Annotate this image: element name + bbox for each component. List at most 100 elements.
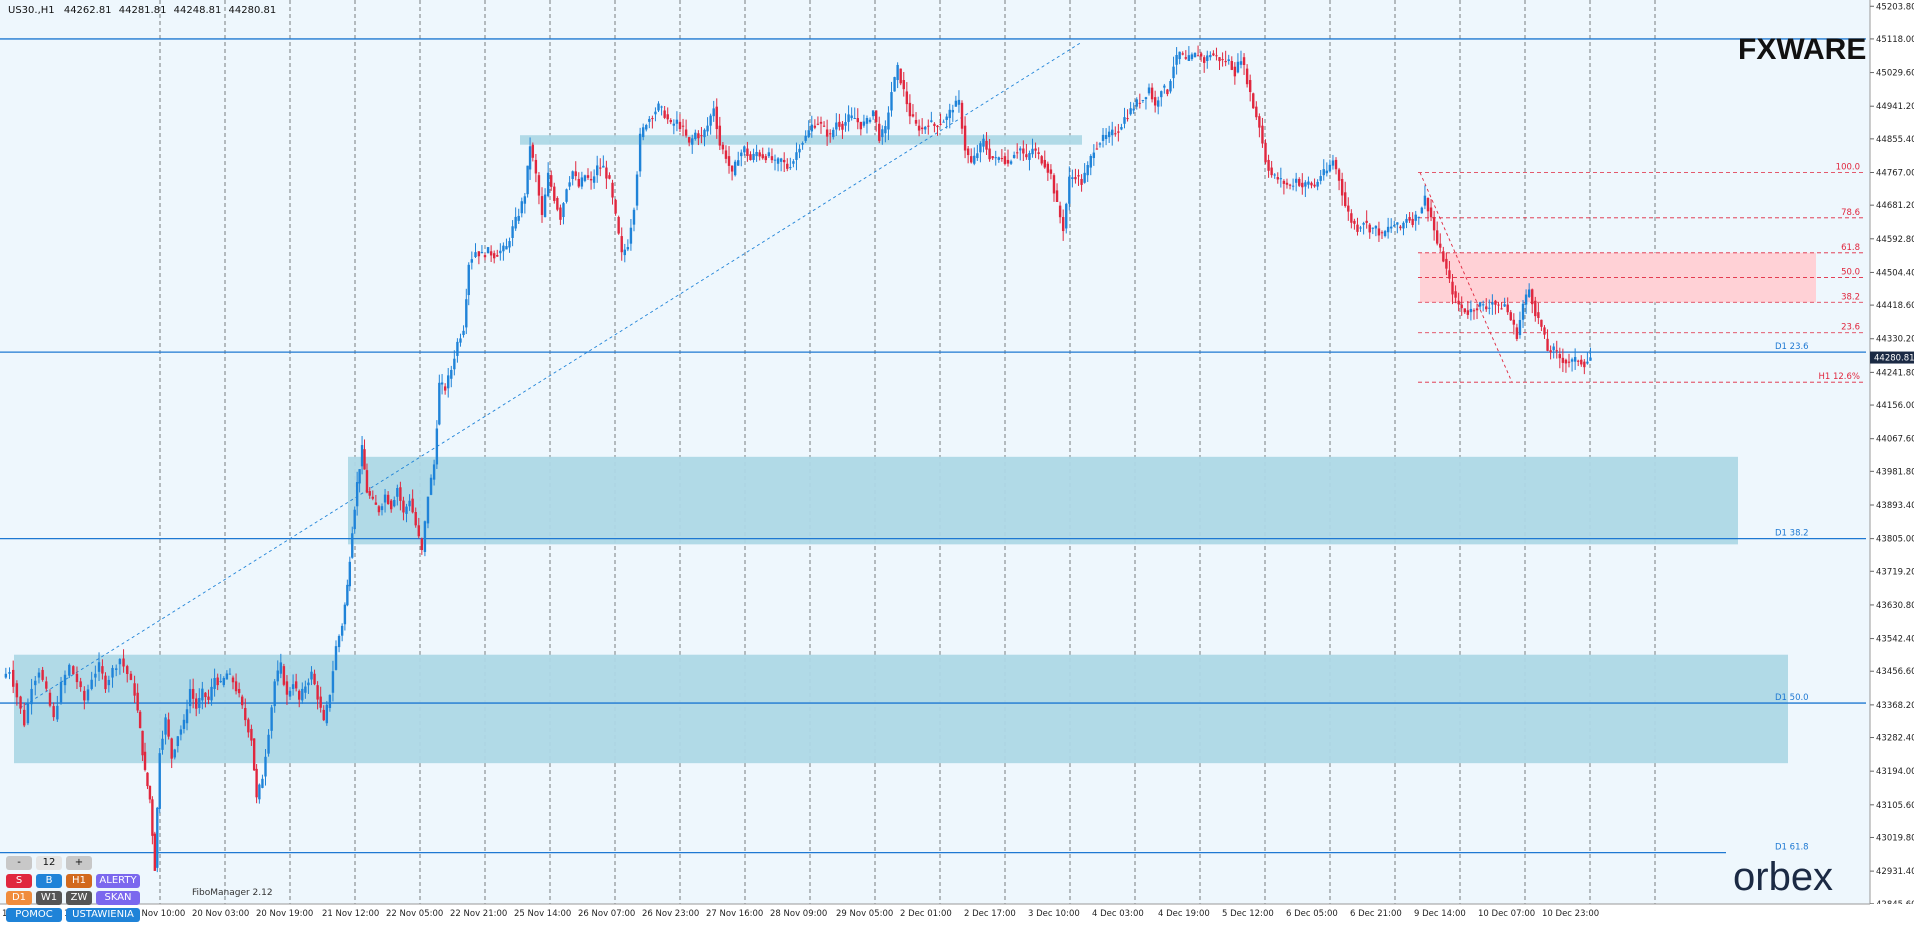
candle-body — [1390, 226, 1393, 229]
candle-body — [59, 681, 63, 703]
candle-body — [681, 125, 685, 127]
candle-body — [129, 673, 133, 680]
candle-body — [477, 251, 481, 257]
candle-body — [1242, 57, 1246, 66]
candle-body — [942, 121, 945, 123]
candle-body — [783, 159, 786, 163]
candle-body — [1586, 361, 1589, 364]
grid-layer — [159, 0, 1656, 904]
candle-body — [104, 675, 107, 690]
candle-body — [1291, 185, 1295, 187]
candle-body — [282, 666, 286, 685]
zw-button[interactable]: ZW — [66, 891, 92, 905]
candle-body — [844, 122, 847, 126]
y-tick-label: 44418.60 — [1876, 301, 1914, 311]
candle-body — [348, 561, 352, 587]
candle-body — [273, 681, 276, 707]
candle-body — [1279, 178, 1283, 180]
candle-body — [247, 719, 250, 733]
y-tick-label: 44241.80 — [1876, 368, 1914, 378]
fibomanager-label: FiboManager 2.12 — [192, 888, 273, 898]
candle-body — [626, 247, 630, 250]
candle-body — [1006, 159, 1010, 164]
decrease-button[interactable]: - — [6, 856, 32, 870]
candle-body — [443, 386, 447, 391]
h1-button[interactable]: H1 — [66, 874, 92, 888]
candle-body — [48, 692, 52, 706]
candle-body — [1411, 218, 1414, 225]
candle-body — [1267, 159, 1270, 171]
candle-body — [1340, 178, 1344, 196]
candle-body — [1365, 220, 1368, 223]
candle-body — [380, 506, 384, 511]
candle-body — [543, 194, 547, 218]
candle-body — [1380, 232, 1384, 234]
candle-body — [470, 259, 474, 263]
candle-body — [1282, 180, 1286, 184]
candle-body — [151, 799, 154, 836]
period-value[interactable]: 12 — [36, 856, 62, 870]
y-tick-label: 43019.80 — [1876, 833, 1914, 843]
y-tick-label: 45029.60 — [1876, 69, 1914, 79]
candle-body — [334, 646, 338, 670]
candle-body — [340, 625, 344, 636]
candle-body — [911, 114, 915, 117]
scan-button[interactable]: SKAN — [96, 891, 140, 905]
candle-body — [565, 189, 568, 202]
candle-body — [592, 176, 596, 183]
candle-body — [480, 252, 484, 254]
x-tick-label: 27 Nov 16:00 — [706, 909, 763, 919]
candle-body — [1521, 303, 1525, 320]
candle-body — [767, 152, 771, 157]
increase-button[interactable]: + — [66, 856, 92, 870]
candle-body — [828, 133, 832, 135]
help-button[interactable]: POMOC — [6, 908, 62, 922]
candle-body — [523, 196, 527, 204]
candle-body — [483, 255, 487, 258]
candle-body — [1163, 85, 1166, 88]
candle-body — [307, 682, 310, 686]
candle-body — [684, 129, 688, 136]
candle-body — [1273, 174, 1276, 176]
x-tick-label: 19 Nov 10:00 — [128, 909, 185, 919]
alerts-button[interactable]: ALERTY — [96, 874, 140, 888]
candle-body — [994, 157, 997, 159]
candle-body — [1129, 108, 1132, 115]
candle-body — [474, 252, 477, 257]
x-tick-label: 10 Dec 07:00 — [1478, 909, 1535, 919]
candle-body — [241, 696, 244, 706]
candle-body — [1175, 55, 1178, 65]
settings-button[interactable]: USTAWIENIA — [66, 908, 140, 922]
candle-body — [1577, 360, 1580, 362]
d1-button[interactable]: D1 — [6, 891, 32, 905]
candle-body — [492, 253, 496, 259]
sell-button[interactable]: S — [6, 874, 32, 888]
candle-body — [1184, 57, 1188, 59]
candle-body — [856, 118, 859, 123]
candle-body — [580, 177, 584, 187]
buy-button[interactable]: B — [36, 874, 62, 888]
candle-body — [319, 696, 322, 708]
candle-body — [715, 106, 718, 130]
y-tick-label: 44330.20 — [1876, 335, 1914, 345]
candle-body — [374, 502, 378, 505]
candle-body — [298, 690, 301, 700]
candle-body — [1288, 184, 1292, 186]
candle-body — [30, 688, 33, 705]
candle-body — [920, 127, 924, 130]
candle-body — [517, 215, 520, 221]
candle-body — [825, 129, 829, 137]
w1-button[interactable]: W1 — [36, 891, 62, 905]
candle-body — [1224, 60, 1227, 63]
candle-body — [8, 672, 11, 674]
fibo-label: 38.2 — [1841, 292, 1860, 302]
candle-body — [819, 121, 823, 124]
candle-body — [365, 470, 369, 493]
candle-body — [383, 494, 387, 503]
candle-body — [499, 250, 502, 254]
candle-body — [161, 738, 164, 750]
candle-body — [954, 100, 958, 107]
candle-body — [304, 686, 307, 693]
candle-body — [1150, 87, 1154, 100]
